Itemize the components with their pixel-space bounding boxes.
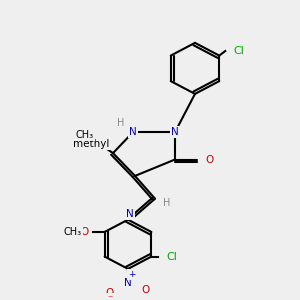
Text: ⁻: ⁻ — [107, 294, 113, 300]
Text: +: + — [128, 270, 136, 279]
Text: O: O — [106, 289, 114, 298]
Text: Cl: Cl — [233, 46, 244, 56]
Text: Cl: Cl — [167, 252, 177, 262]
Text: CH₃: CH₃ — [64, 227, 82, 237]
Text: O: O — [80, 227, 89, 237]
Text: CH₃: CH₃ — [76, 130, 94, 140]
Text: N: N — [124, 278, 132, 288]
Text: N: N — [171, 127, 179, 137]
Text: H: H — [163, 198, 171, 208]
Text: methyl: methyl — [73, 139, 109, 149]
Text: N: N — [129, 127, 137, 137]
Text: O: O — [205, 154, 213, 164]
Text: H: H — [117, 118, 125, 128]
Text: O: O — [142, 285, 150, 295]
Text: N: N — [126, 209, 134, 219]
